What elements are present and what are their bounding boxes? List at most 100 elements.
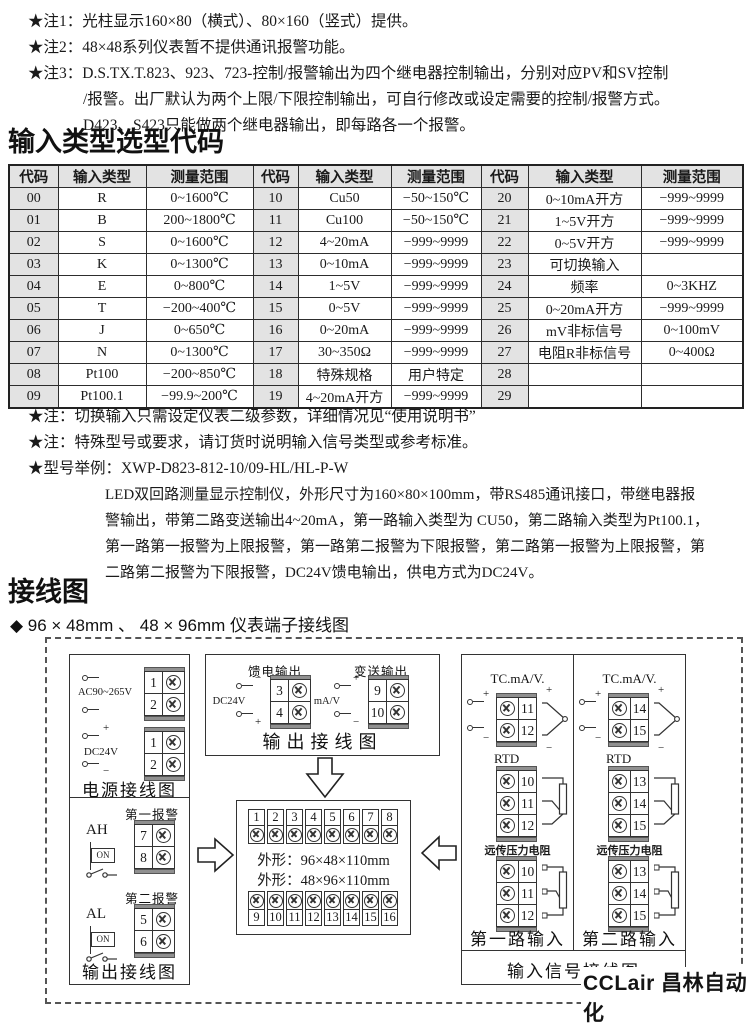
- screw-icon: [344, 893, 359, 908]
- screw-icon: [306, 827, 321, 842]
- screw-cell: [387, 702, 408, 723]
- terminal-row: 12: [496, 904, 537, 927]
- terminal-number: 5: [325, 810, 340, 826]
- screw-icon: [325, 827, 340, 842]
- terminal-number: 3: [271, 680, 289, 701]
- screw-cell: [344, 892, 359, 909]
- terminal-unit: 15: [362, 891, 379, 926]
- cell-code: 16: [252, 319, 299, 342]
- screw-icon: [156, 934, 171, 949]
- column-header: 代码: [8, 164, 59, 188]
- screw-cell: [163, 754, 184, 775]
- screw-icon: [500, 818, 515, 833]
- screw-icon: [500, 864, 515, 879]
- terminal-row: 12: [496, 719, 537, 742]
- cell-range: 200~1800℃: [145, 209, 254, 232]
- terminal-row: 2: [144, 693, 185, 716]
- screw-icon: [268, 893, 283, 908]
- model-example-heading: ★型号举例：XWP-D823-812-10/09-HL/HL-P-W: [28, 460, 349, 477]
- cell-code: 07: [8, 341, 59, 364]
- cell-code: 04: [8, 275, 59, 298]
- center-strip-bottom: 9 10 11 12 13 14 15 16: [248, 891, 398, 926]
- tc-title: TC.mA/V.: [602, 671, 657, 686]
- section-title-wiring: 接线图: [8, 577, 89, 607]
- terminal-row: 10: [496, 770, 537, 793]
- watermark: CCLair 昌林自动化: [581, 967, 750, 1027]
- plus-sign: +: [353, 672, 360, 684]
- screw-icon: [249, 893, 264, 908]
- screw-icon: [156, 912, 171, 927]
- selection-table: 代码 输入类型 测量范围 代码 输入类型 测量范围 代码 输入类型 测量范围 00 R 0~1600℃…: [8, 164, 744, 409]
- terminal-number: 13: [630, 771, 648, 792]
- screw-icon: [612, 796, 627, 811]
- terminal-row: 13: [608, 860, 649, 883]
- screw-cell: [249, 892, 264, 909]
- screw-cell: [609, 771, 630, 792]
- terminal-unit: 5: [324, 809, 341, 844]
- table-row: 01 B 200~1800℃ 11 Cu100 −50~150℃ 21 1~5V开方 −999~…: [8, 209, 744, 232]
- terminal-row: 10: [496, 860, 537, 883]
- cell-input-type: 4~20mA开方: [297, 385, 392, 409]
- cell-input-type: 可切换输入: [527, 253, 642, 276]
- screw-cell: [497, 720, 518, 741]
- cell-code: 10: [252, 187, 299, 210]
- ac-power-label: AC90~265V: [77, 687, 133, 698]
- screw-cell: [163, 694, 184, 715]
- cell-code: 17: [252, 341, 299, 364]
- terminal-unit: 2: [267, 809, 284, 844]
- wire-stub: [236, 711, 253, 717]
- screw-cell: [325, 892, 340, 909]
- cell-input-type: K: [57, 253, 147, 276]
- block-cap: [496, 837, 537, 842]
- cell-input-type: 0~20mA开方: [527, 297, 642, 320]
- cell-range: −99.9~200℃: [145, 385, 254, 409]
- screw-icon: [363, 827, 378, 842]
- screw-icon: [612, 723, 627, 738]
- cell-range: 0~650℃: [145, 319, 254, 342]
- model-example-line-3: 第一路第一报警为上限报警，第一路第二报警为下限报警，第二路第一报警为上限报警，第: [105, 539, 706, 555]
- channel-1: TC.mA/V. + − 11 12 + − RTD 10 11 12 远传压力电阻 …: [462, 655, 573, 951]
- screw-icon: [325, 893, 340, 908]
- terminal-number: 13: [325, 909, 340, 924]
- block-cap: [496, 742, 537, 747]
- screw-cell: [153, 847, 174, 868]
- plus-sign: +: [255, 716, 262, 728]
- terminal-number: 1: [145, 732, 163, 753]
- note-3-line-3: D423、S423只能做两个继电器输出，即每路各一个报警。: [83, 117, 475, 134]
- minus-sign: −: [103, 765, 110, 777]
- cell-range: −999~9999: [640, 187, 744, 210]
- plus-sign: +: [595, 688, 602, 700]
- screw-cell: [363, 826, 378, 843]
- cell-input-type: T: [57, 297, 147, 320]
- minus-sign: −: [595, 732, 602, 744]
- screw-icon: [156, 828, 171, 843]
- alarm2-on-box: ON: [91, 932, 115, 947]
- screw-cell: [609, 883, 630, 904]
- block-cap: [144, 776, 185, 781]
- section-title-input-codes: 输入类型选型代码: [8, 127, 224, 157]
- terminal-unit: 14: [343, 891, 360, 926]
- terminal-row: 2: [144, 753, 185, 776]
- table-row: 09 Pt100.1 −99.9~200℃ 19 4~20mA开方 −999~9999 29: [8, 385, 744, 409]
- screw-cell: [609, 815, 630, 836]
- terminal-number: 11: [518, 698, 536, 719]
- column-header: 代码: [480, 164, 529, 188]
- cell-input-type: B: [57, 209, 147, 232]
- screw-cell: [163, 732, 184, 753]
- bracket-line: [90, 926, 92, 954]
- screw-icon: [500, 723, 515, 738]
- terminal-row: 12: [496, 814, 537, 837]
- screw-icon: [287, 893, 302, 908]
- screw-cell: [497, 698, 518, 719]
- cell-range: 用户特定: [390, 363, 482, 386]
- terminal-row: 5: [134, 908, 175, 931]
- cell-code: 20: [480, 187, 529, 210]
- terminal-number: 9: [249, 909, 264, 925]
- arrow-down-icon: [305, 757, 345, 799]
- cell-code: 18: [252, 363, 299, 386]
- minus-sign: −: [353, 716, 360, 728]
- cell-range: −999~9999: [390, 297, 482, 320]
- terminal-unit: 3: [286, 809, 303, 844]
- terminal-row: 7: [134, 824, 175, 847]
